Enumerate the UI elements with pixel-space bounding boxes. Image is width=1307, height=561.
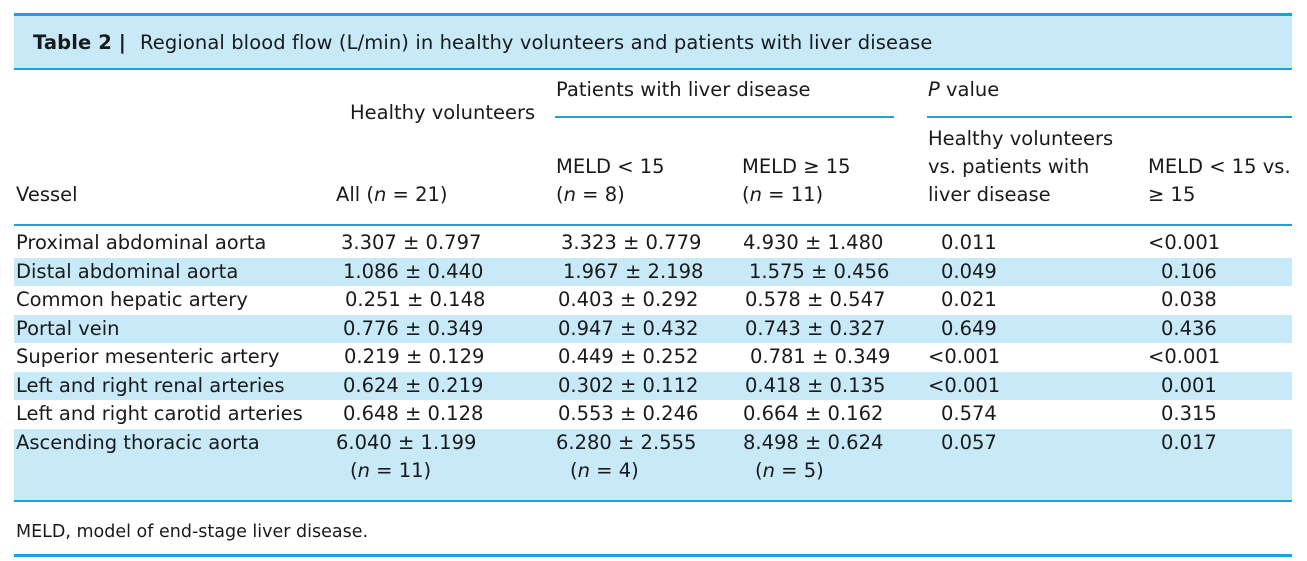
table-row: Common hepatic artery 0.251 ± 0.148 0.40… xyxy=(14,286,1292,315)
cell-ge15: 0.578 ± 0.547 xyxy=(745,288,886,311)
pv-hv-line3: liver disease xyxy=(928,183,1051,206)
cell-lt15: 1.967 ± 2.198 xyxy=(563,259,704,283)
patients-rule xyxy=(555,116,894,118)
top-rule xyxy=(14,13,1292,16)
cell-ge15: 0.743 ± 0.327 xyxy=(745,316,886,340)
table-row: Ascending thoracic aorta 6.040 ± 1.199 (… xyxy=(14,428,1292,500)
cell-all: 0.776 ± 0.349 xyxy=(343,316,484,340)
cell-ge15: 0.418 ± 0.135 xyxy=(745,373,886,397)
cell-lt15: 3.323 ± 0.779 xyxy=(561,231,702,254)
cell-p1: 0.011 xyxy=(941,231,997,254)
table-figure: Table 2 | Regional blood flow (L/min) in… xyxy=(14,0,1292,557)
cell-ge15: 8.498 ± 0.624 (n = 5) xyxy=(742,429,928,500)
header-rule xyxy=(14,224,1292,226)
pv-meld-line2: ≥ 15 xyxy=(1148,183,1196,206)
table-bottom-rule xyxy=(14,499,1292,502)
cell-p1: 0.574 xyxy=(941,402,997,425)
cell-all: 0.648 ± 0.128 xyxy=(343,402,484,425)
cell-vessel: Proximal abdominal aorta xyxy=(16,231,267,254)
col-header-patients: Patients with liver disease xyxy=(556,78,811,101)
pvalue-rule xyxy=(927,116,1292,118)
cell-ge15-value: 8.498 ± 0.624 xyxy=(743,430,884,454)
cell-p2: 0.001 xyxy=(1161,373,1217,397)
table-row: Left and right renal arteries 0.624 ± 0.… xyxy=(14,371,1292,400)
cell-p2: 0.315 xyxy=(1161,402,1217,425)
cell-vessel: Ascending thoracic aorta xyxy=(16,430,260,454)
footnote: MELD, model of end-stage liver disease. xyxy=(16,521,369,542)
table-row: Superior mesenteric artery 0.219 ± 0.129… xyxy=(14,343,1292,372)
cell-p2: <0.001 xyxy=(1148,231,1221,254)
table-number: Table 2 | xyxy=(33,30,126,54)
cell-all: 6.040 ± 1.199 (n = 11) xyxy=(336,429,556,500)
cell-p2: 0.038 xyxy=(1161,288,1217,311)
table-title: Regional blood flow (L/min) in healthy v… xyxy=(139,30,933,54)
cell-all: 0.219 ± 0.129 xyxy=(344,345,485,368)
table-row: Left and right carotid arteries 0.648 ± … xyxy=(14,400,1292,429)
cell-vessel: Left and right renal arteries xyxy=(16,373,285,397)
cell-p1: 0.649 xyxy=(941,316,997,340)
pv-hv-line2: vs. patients with xyxy=(928,155,1090,178)
table-row: Portal vein 0.776 ± 0.349 0.947 ± 0.432 … xyxy=(14,314,1292,343)
cell-all: 3.307 ± 0.797 xyxy=(341,231,482,254)
col-header-healthy: Healthy volunteers xyxy=(350,101,536,124)
col-header-all: All (n = 21) xyxy=(336,183,448,206)
cell-p1: 0.057 xyxy=(941,430,997,454)
cell-lt15: 0.947 ± 0.432 xyxy=(558,316,699,340)
cell-lt15: 0.403 ± 0.292 xyxy=(558,288,699,311)
data-table: Proximal abdominal aorta 3.307 ± 0.797 3… xyxy=(14,226,1292,500)
cell-vessel: Distal abdominal aorta xyxy=(16,259,239,283)
cell-all: 0.251 ± 0.148 xyxy=(345,288,486,311)
cell-all: 0.624 ± 0.219 xyxy=(343,373,484,397)
cell-vessel: Left and right carotid arteries xyxy=(16,402,303,425)
cell-p2: 0.017 xyxy=(1161,430,1217,454)
cell-ge15-n: (n = 5) xyxy=(755,459,824,482)
cell-vessel: Portal vein xyxy=(16,316,120,340)
table-row: Proximal abdominal aorta 3.307 ± 0.797 3… xyxy=(14,226,1292,258)
cell-vessel: Superior mesenteric artery xyxy=(16,345,280,368)
meld-ge-line1: MELD ≥ 15 xyxy=(742,155,851,178)
cell-lt15: 0.302 ± 0.112 xyxy=(558,373,699,397)
cell-ge15: 0.664 ± 0.162 xyxy=(743,402,884,425)
cell-all: 1.086 ± 0.440 xyxy=(343,259,484,283)
cell-p1: 0.021 xyxy=(941,288,997,311)
cell-ge15: 4.930 ± 1.480 xyxy=(743,231,884,254)
cell-lt15: 0.449 ± 0.252 xyxy=(558,345,699,368)
col-header-vessel: Vessel xyxy=(16,183,78,206)
cell-p1: <0.001 xyxy=(928,345,1001,368)
cell-ge15: 0.781 ± 0.349 xyxy=(750,345,891,368)
cell-lt15-value: 6.280 ± 2.555 xyxy=(556,430,697,454)
meld-lt-line1: MELD < 15 xyxy=(556,155,665,178)
cell-p2: <0.001 xyxy=(1148,345,1221,368)
table-header: Healthy volunteers Patients with liver d… xyxy=(14,70,1292,224)
table-row: Distal abdominal aorta 1.086 ± 0.440 1.9… xyxy=(14,257,1292,286)
meld-ge-line2: (n = 11) xyxy=(742,183,824,206)
cell-ge15: 1.575 ± 0.456 xyxy=(749,259,890,283)
cell-vessel: Common hepatic artery xyxy=(16,288,248,311)
table-caption: Table 2 | Regional blood flow (L/min) in… xyxy=(14,16,1292,68)
cell-all-n: (n = 11) xyxy=(350,459,432,482)
pv-meld-line1: MELD < 15 vs. xyxy=(1148,155,1291,178)
meld-lt-line2: (n = 8) xyxy=(556,183,625,206)
col-header-pvalue: P value xyxy=(928,78,1000,101)
cell-p1: <0.001 xyxy=(928,373,1001,397)
cell-all-value: 6.040 ± 1.199 xyxy=(336,430,477,454)
caption-rule xyxy=(14,68,1292,70)
cell-p2: 0.106 xyxy=(1161,259,1217,283)
cell-p1: 0.049 xyxy=(941,259,997,283)
cell-lt15-n: (n = 4) xyxy=(570,459,639,482)
cell-lt15: 6.280 ± 2.555 (n = 4) xyxy=(556,429,742,500)
bottom-rule xyxy=(14,553,1292,557)
pv-hv-line1: Healthy volunteers xyxy=(928,127,1114,150)
cell-lt15: 0.553 ± 0.246 xyxy=(558,402,699,425)
cell-p2: 0.436 xyxy=(1161,316,1217,340)
